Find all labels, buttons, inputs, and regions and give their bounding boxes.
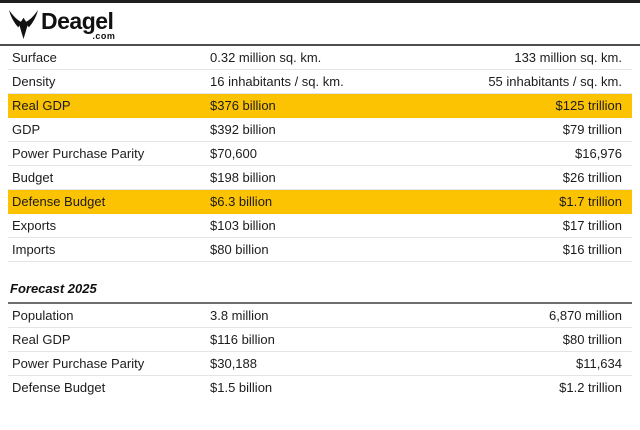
row-label: Population: [12, 308, 74, 323]
row-right-country-value: $79 trillion: [562, 122, 622, 137]
row-left-country-value: $1.5 billion: [210, 380, 273, 395]
row-left-country-value: $30,188: [210, 356, 257, 371]
row-right-country-value: 55 inhabitants / sq. km.: [488, 74, 622, 89]
logo-wordmark: Deagel: [41, 8, 114, 34]
page-top-border: [0, 0, 640, 3]
row-right-country-value: $11,634: [575, 356, 622, 371]
row-left-country-value: $116 billion: [210, 332, 275, 347]
row-label: Defense Budget: [12, 380, 106, 395]
forecast-divider: [8, 302, 632, 304]
row-label: Budget: [12, 170, 54, 185]
site-header: Deagel .com: [0, 3, 640, 44]
row-label: Imports: [12, 242, 56, 257]
forecast-row-real-gdp: Real GDP $116 billion $80 trillion: [8, 328, 632, 352]
row-left-country-value: 0.32 million sq. km.: [210, 50, 322, 65]
table-row-power-purchase-parity: Power Purchase Parity $70,600 $16,976: [8, 142, 632, 166]
row-right-country-value: $16 trillion: [562, 242, 622, 257]
row-label: Real GDP: [12, 332, 71, 347]
country-comparison-table: Surface 0.32 million sq. km. 133 million…: [8, 46, 632, 262]
deagel-trident-icon: [8, 8, 39, 40]
forecast-section-title: Forecast 2025: [10, 281, 97, 296]
row-right-country-value: $1.2 trillion: [559, 380, 622, 395]
forecast-row-defense-budget: Defense Budget $1.5 billion $1.2 trillio…: [8, 376, 632, 400]
row-right-country-value: $16,976: [575, 146, 622, 161]
row-left-country-value: $70,600: [210, 146, 257, 161]
row-left-country-value: $376 billion: [210, 98, 276, 113]
row-left-country-value: $6.3 billion: [210, 194, 273, 209]
table-row-gdp: GDP $392 billion $79 trillion: [8, 118, 632, 142]
row-right-country-value: $80 trillion: [562, 332, 622, 347]
row-label: Surface: [12, 50, 57, 65]
table-row-surface: Surface 0.32 million sq. km. 133 million…: [8, 46, 632, 70]
forecast-row-population: Population 3.8 million 6,870 million: [8, 304, 632, 328]
row-label: Power Purchase Parity: [12, 146, 145, 161]
table-row-exports: Exports $103 billion $17 trillion: [8, 214, 632, 238]
row-label: Density: [12, 74, 56, 89]
header-divider: [0, 44, 640, 46]
row-left-country-value: $80 billion: [210, 242, 269, 257]
row-label: Defense Budget: [12, 194, 106, 209]
row-label: Power Purchase Parity: [12, 356, 145, 371]
row-label: GDP: [12, 122, 41, 137]
row-right-country-value: 6,870 million: [549, 308, 622, 323]
row-right-country-value: $17 trillion: [562, 218, 622, 233]
row-left-country-value: $103 billion: [210, 218, 276, 233]
row-right-country-value: $125 trillion: [555, 98, 623, 113]
table-row-budget: Budget $198 billion $26 trillion: [8, 166, 632, 190]
row-left-country-value: $198 billion: [210, 170, 276, 185]
forecast-row-power-purchase-parity: Power Purchase Parity $30,188 $11,634: [8, 352, 632, 376]
row-label: Exports: [12, 218, 57, 233]
row-right-country-value: 133 million sq. km.: [514, 50, 622, 65]
table-row-defense-budget: Defense Budget $6.3 billion $1.7 trillio…: [8, 190, 632, 214]
row-label: Real GDP: [12, 98, 71, 113]
table-row-real-gdp: Real GDP $376 billion $125 trillion: [8, 94, 632, 118]
table-row-density: Density 16 inhabitants / sq. km. 55 inha…: [8, 70, 632, 94]
row-right-country-value: $26 trillion: [562, 170, 622, 185]
table-row-imports: Imports $80 billion $16 trillion: [8, 238, 632, 262]
logo-dotcom-suffix: .com: [92, 31, 116, 41]
row-left-country-value: 16 inhabitants / sq. km.: [210, 74, 344, 89]
row-left-country-value: $392 billion: [210, 122, 276, 137]
row-right-country-value: $1.7 trillion: [559, 194, 622, 209]
deagel-logo[interactable]: Deagel .com: [8, 8, 116, 41]
row-left-country-value: 3.8 million: [210, 308, 269, 323]
forecast-table: Population 3.8 million 6,870 million Rea…: [8, 304, 632, 400]
